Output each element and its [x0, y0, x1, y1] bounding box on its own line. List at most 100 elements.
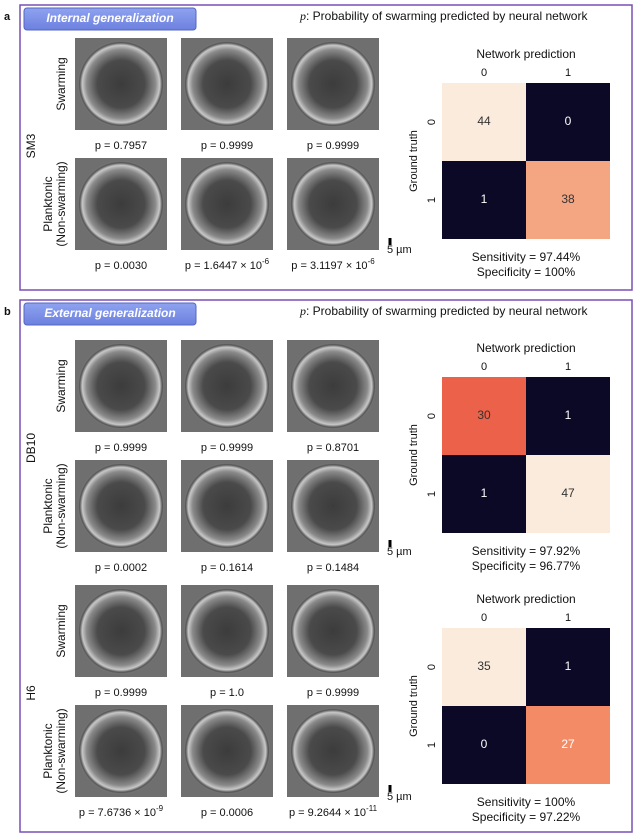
probability: p = 0.1614 [201, 562, 253, 574]
strain-label: H6 [24, 685, 38, 701]
micrograph-cell [78, 463, 164, 549]
cell-value: 1 [481, 192, 488, 206]
row-index: 0 [426, 664, 438, 670]
specificity: Specificity = 100% [477, 265, 576, 279]
row-label: Swarming [54, 359, 68, 412]
strain-label: SM3 [24, 133, 38, 158]
row-label: Swarming [54, 604, 68, 657]
micrograph-cell [184, 41, 270, 127]
matrix-cell [526, 377, 610, 455]
axis-label: Ground truth [408, 130, 420, 192]
note-symbol: p [299, 304, 306, 318]
panel-title: Internal generalization [46, 11, 173, 25]
micrograph-cell [290, 708, 376, 794]
axis-label: Ground truth [408, 424, 420, 486]
probability-exponent: -11 [366, 804, 378, 813]
micrograph-cell [184, 463, 270, 549]
probability-exponent: -6 [262, 257, 270, 266]
matrix-cell [526, 706, 610, 784]
matrix-cell [526, 161, 610, 239]
micrograph-cell [290, 41, 376, 127]
matrix-cell [442, 377, 526, 455]
probability-text: p = 0.9999 [95, 687, 147, 699]
probability: p = 7.6736 × 10-9 [79, 804, 164, 819]
probability-text: p = 7.6736 × 10 [79, 807, 156, 819]
panel-title: External generalization [44, 306, 175, 320]
probability: p = 0.0006 [201, 807, 253, 819]
cell-value: 44 [477, 114, 491, 128]
micrograph-cell [78, 161, 164, 247]
col-label: 0 [481, 361, 487, 373]
row-label: (Non-swarming) [54, 463, 68, 548]
matrix-cell [442, 161, 526, 239]
cell-value: 0 [481, 737, 488, 751]
probability: p = 0.9999 [307, 687, 359, 699]
col-label: 0 [481, 67, 487, 79]
probability-text: p = 0.0002 [95, 562, 147, 574]
row-label: Planktonic [41, 723, 55, 778]
probability-text: p = 0.1484 [307, 562, 359, 574]
probability-text: p = 0.9999 [95, 442, 147, 454]
cell-value: 47 [561, 486, 575, 500]
note: p: Probability of swarming predicted by … [299, 9, 588, 23]
sensitivity: Sensitivity = 97.44% [472, 250, 581, 264]
col-label: 1 [565, 67, 571, 79]
micrograph-cell [78, 588, 164, 674]
probability-text: p = 9.2644 × 10 [289, 807, 366, 819]
scale-label: 5 µm [387, 244, 412, 256]
col-label: 1 [565, 612, 571, 624]
probability-exponent: -9 [156, 804, 164, 813]
matrix-cell [526, 628, 610, 706]
note: p: Probability of swarming predicted by … [299, 304, 588, 318]
note-text: : Probability of swarming predicted by n… [306, 9, 588, 23]
matrix-cell [442, 706, 526, 784]
micrograph-cell [184, 588, 270, 674]
probability-text: p = 3.1197 × 10 [291, 260, 367, 272]
probability-text: p = 0.9999 [307, 140, 359, 152]
probability: p = 0.0030 [95, 260, 147, 272]
cell-value: 1 [565, 659, 572, 673]
micrograph-cell [78, 708, 164, 794]
micrograph-cell [290, 463, 376, 549]
probability-exponent: -6 [368, 257, 376, 266]
panel-label: b [4, 306, 11, 318]
matrix-title: Network prediction [476, 592, 575, 606]
matrix-title: Network prediction [476, 47, 575, 61]
row-label: (Non-swarming) [54, 161, 68, 246]
micrograph-cell [78, 41, 164, 127]
probability-text: p = 0.8701 [307, 442, 359, 454]
probability: p = 0.9999 [95, 687, 147, 699]
panel-label: a [4, 11, 11, 23]
probability-text: p = 0.1614 [201, 562, 253, 574]
cell-value: 1 [565, 408, 572, 422]
matrix-cell [442, 83, 526, 161]
note-text: : Probability of swarming predicted by n… [306, 304, 588, 318]
probability: p = 0.1484 [307, 562, 359, 574]
probability: p = 1.0 [210, 687, 244, 699]
row-label: (Non-swarming) [54, 708, 68, 793]
micrograph-cell [184, 708, 270, 794]
row-index: 1 [426, 742, 438, 748]
matrix-cell [442, 455, 526, 533]
probability: p = 0.9999 [95, 442, 147, 454]
probability: p = 0.9999 [307, 140, 359, 152]
probability: p = 0.7957 [95, 140, 147, 152]
axis-label: Ground truth [408, 675, 420, 737]
micrograph-cell [290, 161, 376, 247]
sensitivity: Sensitivity = 97.92% [472, 544, 581, 558]
row-label: Planktonic [41, 176, 55, 231]
col-label: 0 [481, 612, 487, 624]
cell-value: 38 [561, 192, 575, 206]
cell-value: 1 [481, 486, 488, 500]
row-index: 1 [426, 491, 438, 497]
micrograph-cell [78, 343, 164, 429]
cell-value: 35 [477, 659, 491, 673]
probability: p = 3.1197 × 10-6 [291, 257, 375, 272]
probability-text: p = 1.6447 × 10 [185, 260, 262, 272]
specificity: Specificity = 97.22% [472, 810, 581, 824]
cell-value: 0 [565, 114, 572, 128]
probability-text: p = 0.9999 [201, 140, 253, 152]
matrix-title: Network prediction [476, 341, 575, 355]
panel-border [19, 4, 633, 291]
